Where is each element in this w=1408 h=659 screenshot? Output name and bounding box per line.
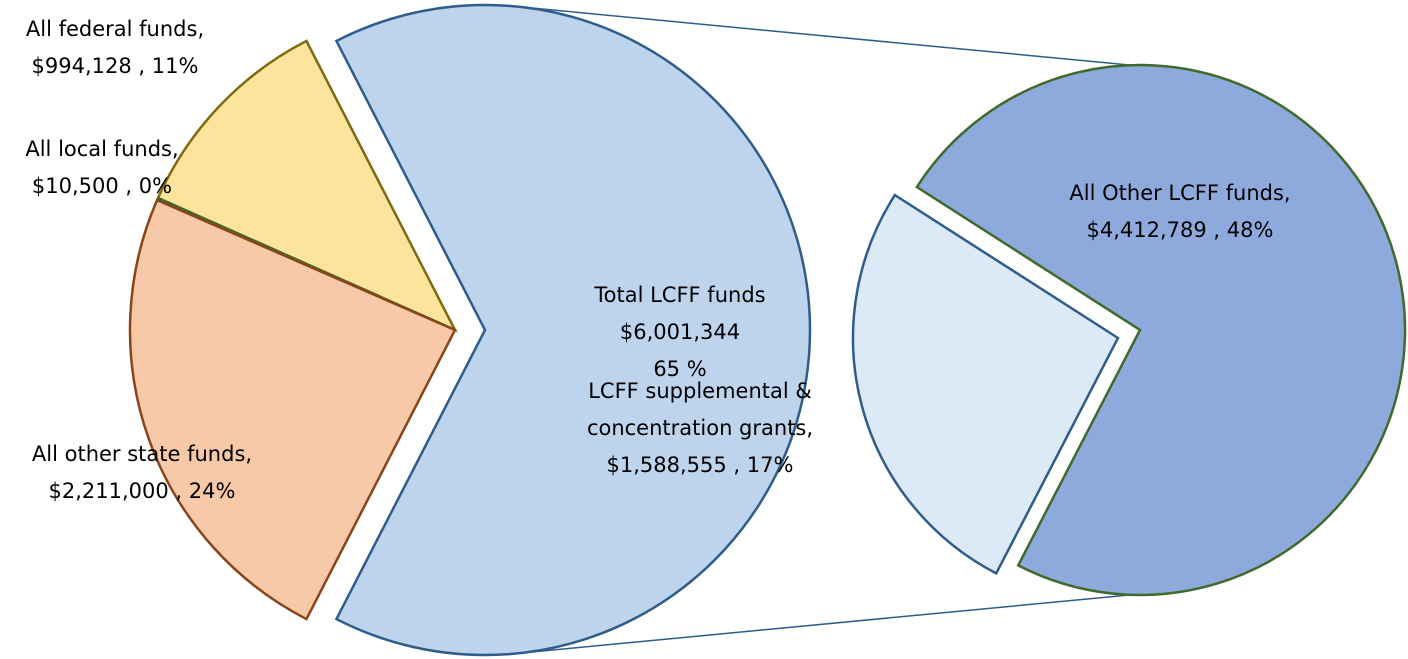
- data-label: 65 %: [653, 357, 706, 381]
- data-label: All local funds,: [25, 137, 178, 161]
- pie-slice: [915, 63, 1407, 597]
- data-label: $2,211,000 , 24%: [49, 479, 236, 503]
- data-label: LCFF supplemental &: [588, 379, 812, 403]
- pie-slice: [128, 198, 457, 621]
- data-label: $1,588,555 , 17%: [607, 453, 794, 477]
- data-label: All Other LCFF funds,: [1069, 181, 1290, 205]
- pie-slice: [851, 193, 1120, 576]
- pie-slice: [156, 39, 458, 333]
- connector-line: [518, 6, 1131, 66]
- connector-line: [518, 594, 1131, 654]
- data-label: $6,001,344: [620, 320, 740, 344]
- data-label: $10,500 , 0%: [32, 174, 172, 198]
- pie-slice: [334, 3, 812, 657]
- data-label: concentration grants,: [587, 416, 813, 440]
- data-label: All federal funds,: [26, 17, 204, 41]
- data-label: Total LCFF funds: [593, 283, 765, 307]
- data-label: $994,128 , 11%: [32, 54, 199, 78]
- data-label: All other state funds,: [32, 442, 252, 466]
- data-label: $4,412,789 , 48%: [1087, 218, 1274, 242]
